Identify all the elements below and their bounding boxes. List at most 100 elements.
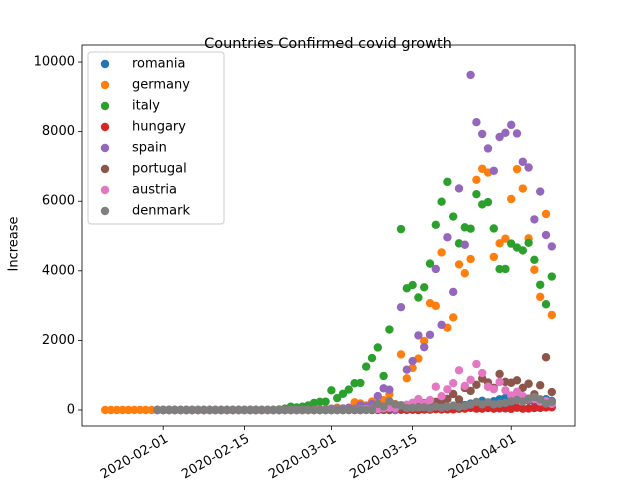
legend-label: denmark <box>132 204 190 219</box>
scatter-point <box>449 313 458 322</box>
scatter-point <box>472 175 481 185</box>
scatter-point <box>367 353 377 363</box>
y-tick-label: 8000 <box>42 124 75 139</box>
scatter-point <box>414 394 423 404</box>
scatter-point <box>431 220 440 230</box>
scatter-point <box>547 272 556 281</box>
scatter-point <box>512 129 522 138</box>
scatter-point <box>234 405 243 415</box>
scatter-point <box>135 405 145 415</box>
scatter-point <box>541 230 551 240</box>
scatter-point <box>373 391 382 401</box>
scatter-point <box>483 144 493 153</box>
scatter-point <box>472 118 481 127</box>
scatter-point <box>362 362 371 371</box>
legend-label: portugal <box>132 162 187 177</box>
scatter-point <box>449 212 458 221</box>
scatter-point <box>495 377 504 387</box>
scatter-point <box>449 287 458 297</box>
scatter-point <box>222 405 232 415</box>
scatter-point <box>176 405 185 415</box>
scatter-point <box>454 366 464 375</box>
scatter-point <box>454 395 464 404</box>
legend-marker <box>100 143 110 153</box>
scatter-point <box>327 386 336 395</box>
scatter-point <box>396 350 406 359</box>
scatter-point <box>454 260 464 269</box>
legend-label: spain <box>132 141 167 156</box>
scatter-point <box>379 402 388 411</box>
scatter-point <box>443 385 452 394</box>
scatter-point <box>396 302 406 312</box>
scatter-point <box>454 184 464 193</box>
scatter-point <box>298 405 307 415</box>
scatter-point <box>524 163 533 172</box>
scatter-point <box>263 405 272 415</box>
scatter-point <box>507 120 516 130</box>
scatter-point <box>188 405 197 415</box>
scatter-point <box>251 405 261 415</box>
scatter-point <box>547 242 556 251</box>
scatter-point <box>425 259 435 268</box>
scatter-point <box>193 405 203 415</box>
scatter-point <box>507 194 516 204</box>
legend-label: italy <box>132 99 160 114</box>
scatter-point <box>199 405 208 415</box>
scatter-point <box>524 379 533 388</box>
legend-marker <box>100 122 110 132</box>
scatter-point <box>449 378 458 388</box>
scatter-point <box>338 389 348 398</box>
scatter-point <box>478 129 487 139</box>
scatter-point <box>280 405 290 415</box>
scatter-point <box>518 157 527 166</box>
scatter-point <box>437 248 446 257</box>
scatter-point <box>501 264 510 274</box>
scatter-point <box>414 331 423 340</box>
scatter-point <box>112 405 122 415</box>
scatter-point <box>147 405 156 415</box>
scatter-point <box>327 405 336 415</box>
scatter-point <box>101 405 110 415</box>
legend-label: hungary <box>132 120 186 135</box>
scatter-point <box>466 70 475 80</box>
scatter-point <box>443 233 452 242</box>
scatter-point <box>495 369 504 379</box>
scatter-point <box>501 128 510 137</box>
scatter-point <box>269 405 278 415</box>
legend-marker <box>100 101 110 111</box>
scatter-point <box>425 395 435 405</box>
scatter-point <box>408 403 417 413</box>
legend-label: romania <box>132 57 185 72</box>
y-tick-label: 2000 <box>42 333 75 348</box>
plot-area <box>101 70 556 415</box>
scatter-point <box>530 265 539 274</box>
scatter-point <box>524 238 533 248</box>
scatter-point <box>367 405 377 414</box>
scatter-point <box>333 393 342 403</box>
scatter-point <box>536 187 545 196</box>
scatter-point <box>396 224 406 234</box>
scatter-point <box>309 405 319 415</box>
scatter-point <box>449 389 458 399</box>
scatter-point <box>373 343 382 352</box>
scatter-point <box>425 330 435 339</box>
scatter-point <box>489 166 498 175</box>
scatter-point <box>379 371 388 381</box>
scatter-point <box>205 405 214 415</box>
scatter-point <box>275 405 284 415</box>
scatter-point <box>512 164 522 174</box>
scatter-point <box>437 392 446 401</box>
legend-label: austria <box>132 183 177 198</box>
scatter-point <box>304 405 313 415</box>
scatter-point <box>437 197 446 206</box>
legend-marker <box>100 206 110 216</box>
scatter-point <box>321 397 330 406</box>
scatter-point <box>420 342 429 352</box>
scatter-point <box>211 405 220 415</box>
scatter-point <box>547 397 556 407</box>
scatter-point <box>530 215 539 224</box>
scatter-point <box>541 353 551 362</box>
legend-marker <box>100 80 110 90</box>
scatter-point <box>315 405 324 415</box>
